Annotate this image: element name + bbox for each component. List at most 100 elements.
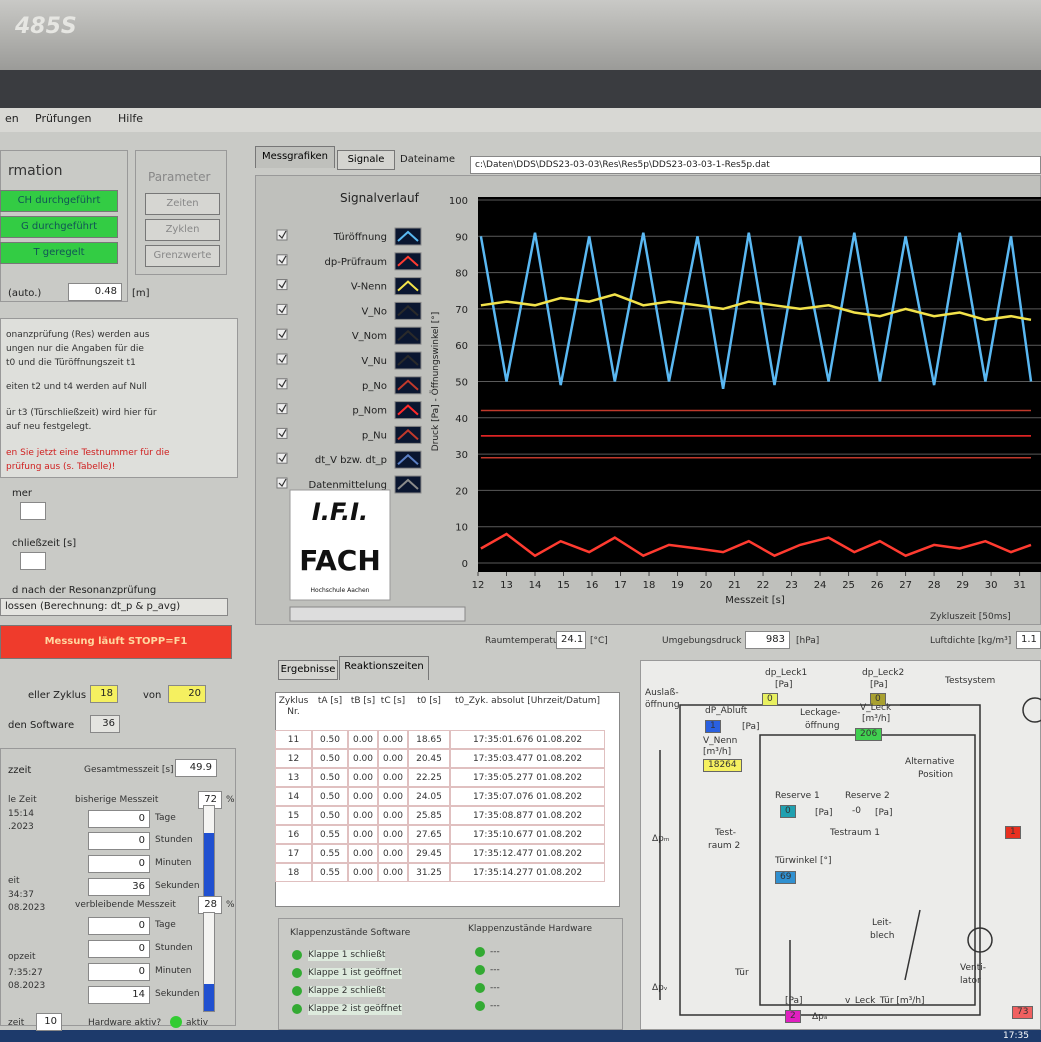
x-tick-label: 26 [871,580,884,591]
diagram-label: Auslaß- [645,688,679,699]
x-tick-label: 17 [614,580,627,591]
table-cell: 0.00 [348,806,378,825]
led [292,986,302,996]
x-tick-label: 16 [586,580,599,591]
total-label: Gesamtmesszeit [s] [84,765,174,776]
legend-entry: dt_V bzw. dt_p [277,451,421,468]
diagram-label: öffnung [645,700,680,711]
table-cell: 15 [275,806,312,825]
led [292,968,302,978]
time-title: zzeit [8,765,31,777]
time-label: opzeit [8,952,36,963]
table-header: Zyklus Nr. [275,696,312,718]
software-value: 36 [90,715,120,733]
table-cell: 17:35:14.277 01.08.202 [450,863,605,882]
warning-line: en Sie jetzt eine Testnummer für die [6,448,169,459]
info-line: eiten t2 und t4 werden auf Null [6,382,147,393]
table-cell: 0.50 [312,787,348,806]
cycle-total: 20 [168,685,206,703]
run-button: Messung läuft STOPP=F1 [0,625,232,659]
time-unit: Minuten [155,966,191,977]
x-tick-label: 13 [500,580,513,591]
table-cell: 17:35:12.477 01.08.202 [450,844,605,863]
y-tick-label: 80 [455,269,468,280]
close-time-input [20,552,46,570]
x-tick-label: 18 [643,580,656,591]
table-cell: 17:35:01.676 01.08.202 [450,730,605,749]
field-label: chließzeit [s] [12,538,76,550]
table-header: t0 [s] [408,696,450,707]
x-axis-label: Messzeit [s] [725,595,785,606]
diagram-label: Testraum 1 [830,828,880,839]
led [475,947,485,957]
led [475,965,485,975]
valve-state: Klappe 2 schließt [308,986,385,997]
legend-label: p_No [362,381,387,392]
table-cell: 0.00 [348,825,378,844]
status-value: 24.1 [556,631,586,649]
legend-label: dt_V bzw. dt_p [315,455,387,466]
table-cell: 0.00 [348,730,378,749]
clock: 17:35 [1003,1031,1029,1041]
x-tick-label: 24 [814,580,827,591]
footer-label: zeit [8,1018,24,1029]
menu-item: Hilfe [118,113,143,125]
time-label: 15:14 [8,809,34,820]
x-tick-label: 15 [557,580,570,591]
legend-label: p_Nu [362,430,387,441]
file-path: c:\Daten\DDS\DDS23-03-03\Res\Res5p\DDS23… [470,156,1041,174]
auto-label: (auto.) [8,288,41,300]
valve-state: Klappe 1 schließt [308,950,385,961]
table-cell: 18.65 [408,730,450,749]
toolbar [290,607,465,621]
legend-label: V_Nu [361,356,387,367]
diagram-label: [Pa] [815,808,833,819]
legend-swatch [395,327,421,344]
table-cell: 0.00 [378,749,408,768]
legend-label: dp-Prüfraum [325,257,387,268]
signal-chart: Signalverlauf010203040506070809010012131… [255,175,1041,625]
legend-entry: V-Nenn [277,278,421,295]
info-line: onanzprüfung (Res) werden aus [6,330,150,341]
diagram-label: V_Nenn [703,736,737,747]
cycle-value: 18 [90,685,118,703]
time-field: 0 [88,832,150,850]
cycle-time-label: Zykluszeit [50ms] [930,612,1011,623]
legend-entry: V_No [277,302,421,319]
diagram-label: Testsystem [945,676,995,687]
status-value: 983 [745,631,790,649]
status-label: Luftdichte [kg/m³] [930,636,1011,647]
table-cell: 0.50 [312,806,348,825]
diagram-label: [Pa] [870,680,888,691]
y-tick-label: 90 [455,232,468,243]
diagram-value: 18264 [703,759,742,772]
diagram-label: Δpᵥ [652,983,668,994]
model-label: 485S [15,14,77,39]
x-tick-label: 25 [842,580,855,591]
tab-active: Messgrafiken [255,146,335,168]
y-tick-label: 30 [455,450,468,461]
diagram-value: 2 [785,1010,801,1023]
diagram-value: 1 [1005,826,1021,839]
x-tick-label: 22 [757,580,770,591]
valve-state: Klappe 2 ist geöffnet [308,1004,402,1015]
x-tick-label: 27 [899,580,912,591]
diagram-label: -0 [852,806,861,817]
parameter-button: Zyklen [145,219,220,241]
parameter-button: Grenzwerte [145,245,220,267]
valve-state: Klappe 1 ist geöffnet [308,968,402,979]
diagram-value: 0 [780,805,796,818]
table-cell: 29.45 [408,844,450,863]
table-header: tA [s] [312,696,348,707]
legend-swatch [395,228,421,245]
legend-entry: p_Nu [277,426,421,443]
time-label: 08.2023 [8,981,45,992]
led [292,950,302,960]
legend-swatch [395,426,421,443]
legend-label: p_Nom [352,406,387,417]
diagram-value: 1 [705,720,721,733]
table-cell: 24.05 [408,787,450,806]
diagram-label: [m³/h] [862,714,890,725]
x-tick-label: 19 [671,580,684,591]
info-line: ungen nur die Angaben für die [6,344,144,355]
